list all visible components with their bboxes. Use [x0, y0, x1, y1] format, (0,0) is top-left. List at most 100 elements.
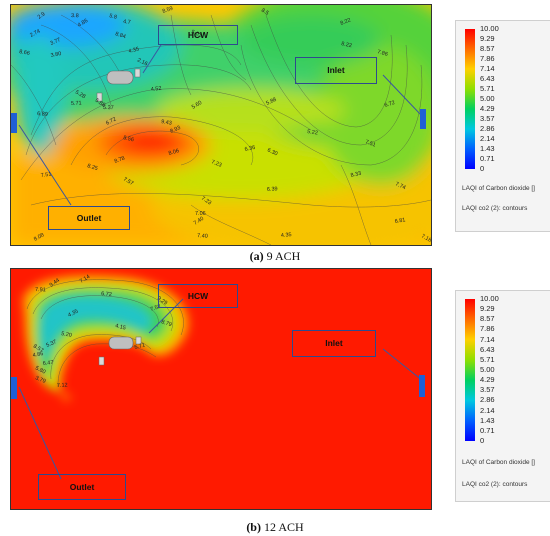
- legend-tick-label: 5.00: [480, 365, 495, 374]
- contour-value-label: 5.8: [109, 13, 118, 21]
- contour-value-label: 5.22: [307, 129, 318, 136]
- hcw-marker-b: [135, 336, 142, 345]
- contour-value-label: 5.37: [103, 105, 114, 111]
- bed-shape-a: [106, 70, 134, 85]
- panel-b: 9.44 7.91 7.14 6.72 4.35 5.20 5.37 4.15 7.52 8.79…: [0, 268, 550, 536]
- contour-value-label: 8.59: [162, 6, 174, 15]
- contour-value-label: 7.74: [394, 181, 406, 191]
- legend-tick-label: 9.29: [480, 304, 495, 314]
- legend-tick-label: 10.00: [480, 294, 499, 303]
- bed-shape-b: [108, 336, 134, 350]
- contour-value-label: 8.78: [114, 156, 126, 165]
- legend-tick-label: 7.14: [480, 334, 495, 344]
- legend-a: 10.00 9.29 8.57 7.86 7.14 6.43 5.71 5.00 4.29 3.5…: [455, 20, 550, 232]
- contour-value-label: 4.86: [77, 18, 89, 29]
- legend-tick-label: 10.00: [480, 24, 499, 33]
- contour-value-label: 8.5: [260, 8, 270, 17]
- contour-value-label: 4.35: [67, 309, 79, 319]
- outlet-vent-a: [11, 113, 17, 133]
- legend-a-label-1: LAQI of Carbon dioxide []: [462, 185, 535, 192]
- caption-a: (a) 9 ACH: [0, 249, 550, 264]
- contour-value-label: 4.7: [123, 19, 131, 26]
- contour-value-label: 7.40: [197, 233, 208, 240]
- contour-value-label: 7.91: [35, 287, 46, 293]
- legend-tick-label: 7.86: [480, 324, 495, 334]
- legend-tick-label: 7.86: [480, 54, 495, 63]
- hcw-marker-a: [134, 68, 141, 78]
- contour-value-label: 6.47: [43, 360, 54, 367]
- contour-value-label: 7.14: [79, 274, 91, 285]
- legend-tick-label: 6.43: [480, 74, 495, 83]
- contour-value-label: 8.22: [341, 41, 353, 49]
- contour-value-label: 6.89: [37, 111, 48, 118]
- legend-tick-label: 0.71: [480, 425, 495, 435]
- contour-value-label: 8.84: [114, 31, 126, 40]
- contour-value-label: 7.57: [122, 177, 134, 187]
- contour-value-label: 8.66: [19, 49, 31, 57]
- contour-value-label: 4.52: [151, 86, 162, 93]
- legend-a-color-bar: [465, 29, 475, 169]
- contour-value-label: 2.74: [29, 29, 41, 39]
- legend-tick-label: 9.29: [480, 34, 495, 43]
- contour-value-label: 8.06: [168, 148, 180, 157]
- panel-a: 2.9 3.8 4.86 4.7 2.74 8.66 3.77 5.8 8.59 8.84 4.35…: [0, 4, 550, 264]
- legend-tick-label: 4.29: [480, 375, 495, 385]
- contour-value-label: 5.80: [34, 365, 46, 375]
- contour-value-label: 6.72: [384, 100, 396, 109]
- contour-value-label: 8.93: [169, 125, 181, 135]
- outlet-label-b: Outlet: [38, 474, 126, 500]
- legend-tick-label: 3.57: [480, 385, 495, 395]
- legend-tick-label: 5.00: [480, 94, 495, 103]
- legend-tick-label: 5.71: [480, 354, 495, 364]
- object-marker-b: [98, 356, 105, 366]
- contour-value-label: 7.18: [420, 233, 431, 243]
- contour-value-label: 4.35: [128, 46, 140, 55]
- contour-value-label: 4.35: [281, 232, 292, 239]
- legend-tick-label: 5.71: [480, 84, 495, 93]
- caption-b-text: 12 ACH: [260, 520, 304, 534]
- legend-tick-label: 8.57: [480, 44, 495, 53]
- contour-value-label: 7.51: [364, 139, 376, 148]
- contour-value-label: 5.28: [74, 90, 86, 101]
- contour-value-label: 7.40: [193, 216, 205, 227]
- legend-tick-label: 3.57: [480, 114, 495, 123]
- contour-value-label: 5.88: [94, 98, 106, 109]
- outlet-label-a: Outlet: [48, 206, 130, 230]
- contour-value-label: 7.52: [150, 304, 162, 313]
- contour-value-label: 2.16: [136, 57, 148, 67]
- contour-value-label: 2.9: [37, 11, 47, 20]
- contour-value-label: 3.80: [50, 51, 62, 59]
- contour-value-label: 3.77: [49, 37, 61, 47]
- contour-value-label: 4.15: [115, 323, 127, 331]
- contour-value-label: 8.57: [32, 344, 44, 355]
- contour-value-label: 6.30: [266, 147, 278, 157]
- inlet-vent-a: [420, 109, 426, 129]
- contour-plot-b: 9.44 7.91 7.14 6.72 4.35 5.20 5.37 4.15 7.52 8.79…: [10, 268, 432, 510]
- inlet-label-b: Inlet: [292, 330, 376, 357]
- object-marker-a: [96, 92, 103, 102]
- contour-value-label: 8.25: [86, 163, 98, 172]
- contour-value-label: 5.71: [71, 100, 82, 107]
- contour-value-label: 6.36: [244, 145, 256, 153]
- contour-value-label: 5.01: [190, 29, 202, 39]
- contour-value-label: 7.12: [57, 382, 68, 389]
- contour-value-label: 7.23: [210, 159, 222, 168]
- inlet-label-a: Inlet: [295, 57, 377, 84]
- contour-value-label: 9.29: [156, 296, 168, 307]
- contour-value-label: 6.39: [267, 186, 278, 193]
- contour-value-label: 6.81: [394, 217, 406, 225]
- legend-tick-label: 6.43: [480, 344, 495, 354]
- contour-value-label: 7.06: [195, 211, 206, 217]
- contour-value-label: 6.72: [101, 291, 112, 298]
- contour-value-label: 5.20: [61, 331, 73, 339]
- contour-value-label: 5.60: [191, 100, 203, 111]
- legend-tick-label: 7.14: [480, 64, 495, 73]
- legend-b-label-2: LAQI co2 (2): contours: [462, 481, 528, 488]
- contour-value-label: 5.37: [45, 339, 57, 349]
- legend-tick-label: 2.86: [480, 124, 495, 133]
- contour-value-label: 8.22: [340, 17, 352, 26]
- contour-value-label: 6.72: [105, 116, 117, 126]
- outlet-vent-b: [11, 377, 17, 399]
- legend-tick-label: 2.86: [480, 395, 495, 405]
- caption-b: (b) 12 ACH: [0, 520, 550, 535]
